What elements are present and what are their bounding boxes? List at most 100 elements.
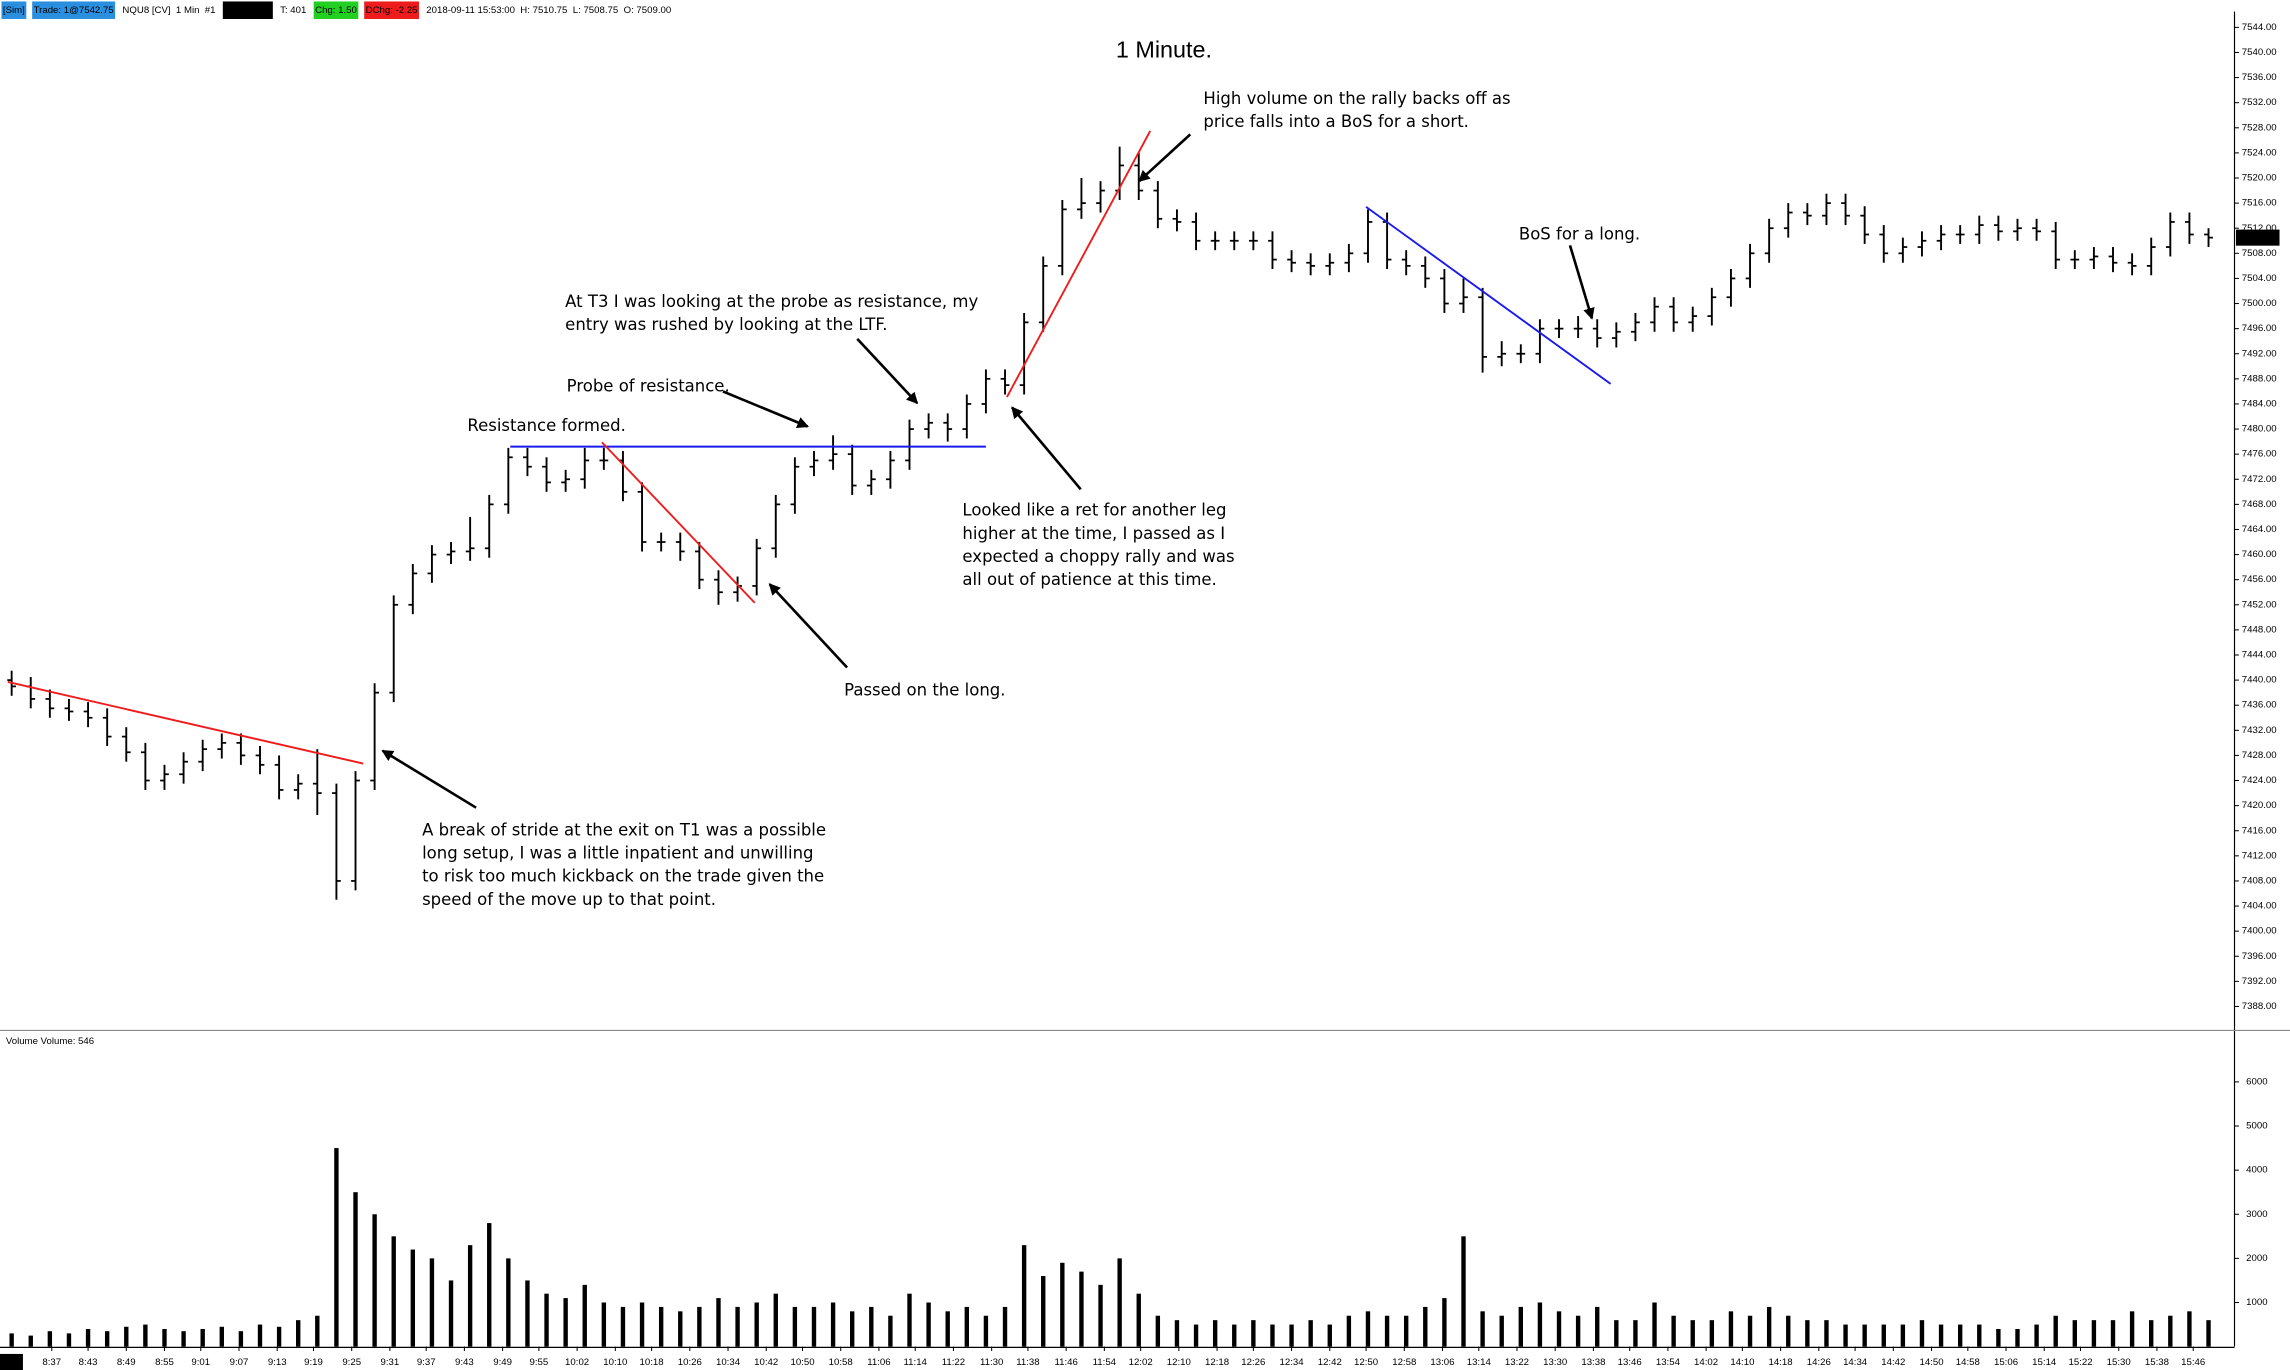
x-tick-label: 8:43 [79,1357,98,1368]
volume-bar [620,1306,626,1347]
volume-bar [219,1326,224,1347]
y-tick-label: 7456.00 [2242,574,2277,585]
volume-bar [9,1333,14,1347]
y-tick-label: 7540.00 [2242,47,2277,58]
x-tick-label: 8:37 [42,1357,61,1368]
y-tick-label: 7440.00 [2242,675,2277,686]
x-tick-label: 10:58 [829,1357,853,1368]
volume-title: Volume Volume: 546 [6,1036,94,1047]
volume-bar [1136,1293,1141,1347]
y-tick-label: 7452.00 [2242,599,2277,610]
x-tick-label: 12:42 [1318,1357,1342,1368]
volume-bar [429,1258,435,1347]
last-price-label: 7510.50 [2240,232,2275,243]
volume-tick-label: 1000 [2246,1297,2267,1308]
x-tick-label: 14:10 [1730,1357,1754,1368]
header-box [1,1,27,19]
trendline [7,681,364,765]
y-tick-label: 7536.00 [2242,72,2277,83]
volume-bar [1556,1311,1562,1347]
annotation: Passed on the long. [844,680,1005,699]
y-tick-label: 7508.00 [2242,248,2277,259]
y-tick-label: 7424.00 [2242,775,2277,786]
arrow [768,583,849,669]
y-tick-label: 7532.00 [2242,97,2277,108]
annotation: higher at the time, I passed as I [962,524,1225,543]
annotation: Resistance formed. [467,416,625,435]
volume-tick-label: 6000 [2246,1076,2267,1087]
volume-tick-label: 2000 [2246,1253,2267,1264]
volume-bar [1595,1306,1600,1347]
volume-bar [697,1306,702,1347]
volume-tick-label: 5000 [2246,1121,2267,1132]
y-tick-label: 7392.00 [2242,976,2277,987]
volume-bar [869,1306,874,1347]
volume-bar [47,1331,53,1347]
volume-bar [888,1315,893,1347]
volume-bar [1289,1324,1294,1347]
volume-bar [2053,1315,2058,1347]
header-item: [Sim] [3,5,25,16]
volume-bar [2110,1320,2116,1347]
volume-bar [1862,1324,1867,1347]
annotation: all out of patience at this time. [962,570,1216,589]
x-tick-label: 15:38 [2145,1357,2169,1368]
volume-bar [830,1302,836,1347]
volume-bar [1518,1306,1523,1347]
x-tick-label: 14:42 [1881,1357,1905,1368]
x-tick-label: 10:02 [565,1357,589,1368]
volume-bar [850,1311,855,1347]
x-tick-label: 11:22 [942,1357,965,1368]
volume-bar [907,1293,912,1347]
volume-bar [525,1280,530,1347]
volume-bar [296,1320,301,1347]
volume-bar [1423,1306,1428,1347]
volume-bar [66,1333,72,1347]
volume-bar [1365,1311,1371,1347]
volume-bar [506,1258,511,1347]
annotation: High volume on the rally backs off as [1203,89,1510,108]
y-tick-label: 7448.00 [2242,624,2277,635]
x-tick-label: 11:06 [867,1357,890,1368]
volume-bar [1384,1315,1390,1347]
arrow [1138,133,1192,183]
x-tick-label: 11:46 [1054,1357,1077,1368]
volume-bar [811,1306,817,1347]
volume-bar [1919,1320,1925,1347]
arrow [856,337,919,405]
volume-bar [238,1331,244,1347]
volume-bar [1805,1320,1810,1347]
volume-bar [1480,1311,1485,1347]
x-tick-label: 12:10 [1167,1357,1191,1368]
y-tick-label: 7476.00 [2242,449,2277,460]
x-tick-label: 14:34 [1843,1357,1868,1368]
volume-bar [1690,1320,1695,1347]
y-tick-label: 7520.00 [2242,173,2277,184]
volume-bar [1709,1320,1715,1347]
volume-bar [372,1214,377,1347]
x-tick-label: 13:30 [1543,1357,1567,1368]
volume-bar [1900,1324,1906,1347]
header-item: Chg: 1.50 [315,5,357,16]
x-tick-label: 9:07 [230,1357,249,1368]
volume-bar [257,1324,263,1347]
x-tick-label: 11:54 [1093,1357,1117,1368]
volume-bar [601,1302,607,1347]
volume-bar [1079,1271,1084,1347]
volume-bar [945,1311,950,1347]
x-tick-label: 15:14 [2032,1357,2057,1368]
x-tick-label: 15:22 [2068,1357,2092,1368]
x-tick-label: 8:55 [155,1357,174,1368]
annotation: speed of the move up to that point. [422,890,716,909]
volume-bar [200,1328,205,1347]
x-tick-label: 14:18 [1769,1357,1793,1368]
volume-bar [1728,1311,1734,1347]
volume-bar [1174,1320,1180,1347]
x-tick-label: 14:26 [1807,1357,1831,1368]
date-box [0,1353,23,1370]
y-tick-label: 7480.00 [2242,424,2277,435]
volume-bar [334,1148,339,1347]
x-tick-label: 14:50 [1919,1357,1943,1368]
